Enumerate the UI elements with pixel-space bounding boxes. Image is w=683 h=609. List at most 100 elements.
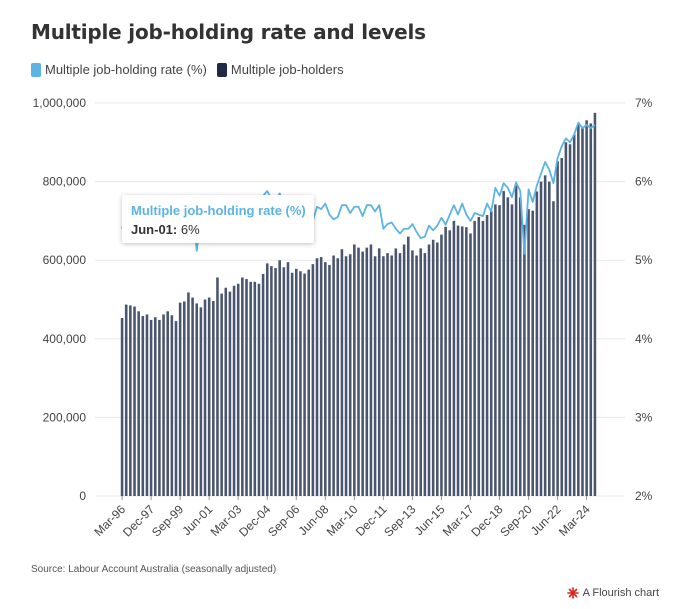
bar[interactable] (523, 224, 526, 496)
bar[interactable] (406, 236, 410, 496)
bar[interactable] (365, 247, 369, 496)
flourish-credit[interactable]: A Flourish chart (566, 587, 659, 599)
bar[interactable] (489, 211, 493, 496)
bar[interactable] (518, 197, 522, 496)
bar[interactable] (494, 204, 497, 497)
bar[interactable] (340, 249, 344, 496)
bar[interactable] (261, 273, 265, 496)
bar[interactable] (531, 210, 534, 496)
bar[interactable] (502, 191, 505, 497)
bar[interactable] (286, 262, 290, 496)
bar[interactable] (249, 281, 252, 496)
bar[interactable] (236, 283, 240, 496)
bar[interactable] (199, 307, 203, 496)
bar[interactable] (593, 112, 597, 496)
bar[interactable] (328, 264, 331, 496)
legend-item-holders[interactable]: Multiple job-holders (216, 62, 344, 77)
bar[interactable] (411, 250, 414, 496)
bar[interactable] (162, 314, 165, 496)
bar[interactable] (440, 234, 443, 496)
bar[interactable] (402, 244, 406, 496)
legend-item-rate[interactable]: Multiple job-holding rate (%) (31, 62, 207, 77)
bar[interactable] (415, 255, 418, 496)
bar[interactable] (465, 227, 468, 497)
bar[interactable] (348, 254, 352, 496)
bar[interactable] (336, 258, 340, 496)
bar[interactable] (514, 185, 518, 496)
bar[interactable] (394, 248, 398, 496)
bar[interactable] (253, 281, 257, 496)
bar[interactable] (153, 317, 157, 496)
bar[interactable] (133, 306, 136, 496)
bar[interactable] (444, 226, 447, 497)
bar[interactable] (548, 181, 551, 496)
bar[interactable] (427, 244, 431, 496)
bar[interactable] (448, 230, 452, 496)
bar[interactable] (498, 205, 501, 496)
bar[interactable] (178, 302, 182, 496)
bar[interactable] (527, 209, 530, 497)
bar[interactable] (228, 291, 232, 496)
bar[interactable] (585, 120, 588, 497)
bar[interactable] (535, 191, 539, 497)
bar[interactable] (361, 251, 364, 496)
bar[interactable] (319, 257, 323, 496)
bar[interactable] (311, 264, 315, 496)
bar[interactable] (129, 305, 132, 496)
bar[interactable] (577, 124, 580, 497)
bar[interactable] (166, 311, 169, 496)
bar[interactable] (183, 301, 186, 496)
bar[interactable] (353, 244, 356, 496)
bar[interactable] (382, 256, 385, 496)
bar[interactable] (145, 314, 149, 496)
bar[interactable] (344, 256, 348, 496)
bar[interactable] (187, 292, 190, 496)
bar[interactable] (398, 253, 402, 496)
bar[interactable] (481, 220, 485, 496)
bar[interactable] (212, 301, 215, 496)
bar[interactable] (581, 126, 584, 496)
bar[interactable] (369, 244, 373, 496)
bar[interactable] (456, 225, 460, 496)
bar[interactable] (241, 277, 244, 496)
bar[interactable] (120, 317, 124, 496)
bar[interactable] (473, 220, 476, 496)
bar[interactable] (539, 181, 543, 496)
bar[interactable] (265, 263, 269, 496)
bar[interactable] (303, 273, 306, 496)
bar[interactable] (589, 123, 593, 496)
bar[interactable] (174, 321, 178, 496)
bar[interactable] (572, 134, 576, 496)
bar[interactable] (191, 297, 194, 496)
bar[interactable] (270, 266, 273, 496)
bar[interactable] (377, 248, 381, 496)
bar[interactable] (556, 161, 559, 496)
bar[interactable] (423, 253, 427, 496)
bar[interactable] (332, 255, 335, 496)
bar[interactable] (560, 158, 564, 496)
bar[interactable] (203, 299, 207, 497)
bar[interactable] (224, 287, 228, 496)
bar[interactable] (564, 142, 568, 497)
bar[interactable] (137, 311, 140, 496)
bar[interactable] (373, 256, 377, 496)
bar[interactable] (220, 293, 223, 496)
bar[interactable] (510, 204, 514, 497)
bar[interactable] (294, 268, 298, 496)
bar[interactable] (506, 197, 510, 496)
bar[interactable] (158, 319, 161, 496)
bar[interactable] (124, 304, 128, 496)
bar[interactable] (290, 272, 294, 496)
bar[interactable] (307, 269, 311, 496)
bar[interactable] (460, 226, 464, 497)
bar[interactable] (315, 258, 319, 496)
bar[interactable] (357, 247, 360, 496)
bar[interactable] (207, 297, 211, 496)
bar[interactable] (149, 319, 153, 496)
bar[interactable] (436, 242, 439, 496)
bar[interactable] (324, 262, 327, 496)
bar[interactable] (390, 255, 393, 496)
bar[interactable] (274, 268, 277, 496)
bar[interactable] (195, 303, 199, 496)
bar[interactable] (278, 260, 281, 496)
